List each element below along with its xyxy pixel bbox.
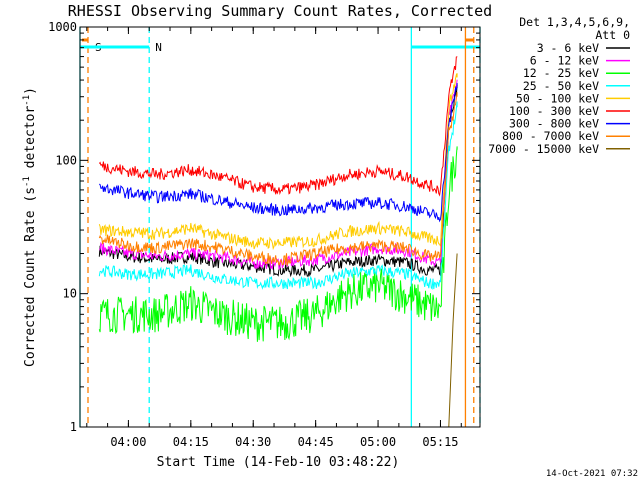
y-tick-label: 100 [55, 153, 77, 167]
y-axis-label: Corrected Count Rate (s-1 detector-1) [22, 87, 38, 367]
x-tick-label: 05:15 [422, 435, 458, 449]
legend-item-label: 6 - 12 keV [530, 54, 599, 68]
legend-item-label: 3 - 6 keV [537, 41, 599, 55]
x-tick-label: 04:15 [173, 435, 209, 449]
legend-item-label: 12 - 25 keV [523, 66, 599, 80]
series-line [448, 253, 458, 428]
axis-ticks: 04:00 04:15 04:30 04:45 05:00 05:15 1 10 100 1000 [48, 20, 480, 449]
series-line [98, 73, 458, 251]
plot-frame [79, 26, 481, 428]
x-tick-label: 05:00 [360, 435, 396, 449]
legend-item-label: 7000 - 15000 keV [488, 142, 599, 156]
y-tick-label: 10 [63, 287, 77, 301]
legend-item-label: 300 - 800 keV [509, 117, 599, 131]
y-tick-label: 1 [70, 420, 77, 434]
series-line [98, 56, 458, 197]
marker-label: N [155, 41, 162, 54]
legend-item-label: 800 - 7000 keV [502, 129, 599, 143]
legend-header-line-1: Det 1,3,4,5,6,9, [519, 15, 630, 29]
series-line [98, 146, 458, 342]
y-tick-label: 1000 [48, 20, 77, 34]
x-tick-label: 04:30 [235, 435, 271, 449]
series-layer [98, 56, 458, 428]
series-line [98, 83, 458, 223]
legend-item-label: 100 - 300 keV [509, 104, 599, 118]
series-line [98, 101, 458, 290]
legend-item-label: 25 - 50 keV [523, 79, 599, 93]
x-axis-label: Start Time (14-Feb-10 03:48:22) [157, 455, 400, 470]
y-axis-label-text: Corrected Count Rate (s-1 detector-1) [22, 87, 38, 367]
x-tick-label: 04:00 [110, 435, 146, 449]
series-line [98, 92, 458, 267]
chart-title: RHESSI Observing Summary Count Rates, Co… [68, 2, 492, 20]
legend-header-line-2: Att 0 [595, 28, 630, 42]
legend-item-label: 50 - 100 keV [516, 91, 599, 105]
x-tick-label: 04:45 [298, 435, 334, 449]
footer-timestamp: 14-Oct-2021 07:32 [546, 469, 638, 479]
